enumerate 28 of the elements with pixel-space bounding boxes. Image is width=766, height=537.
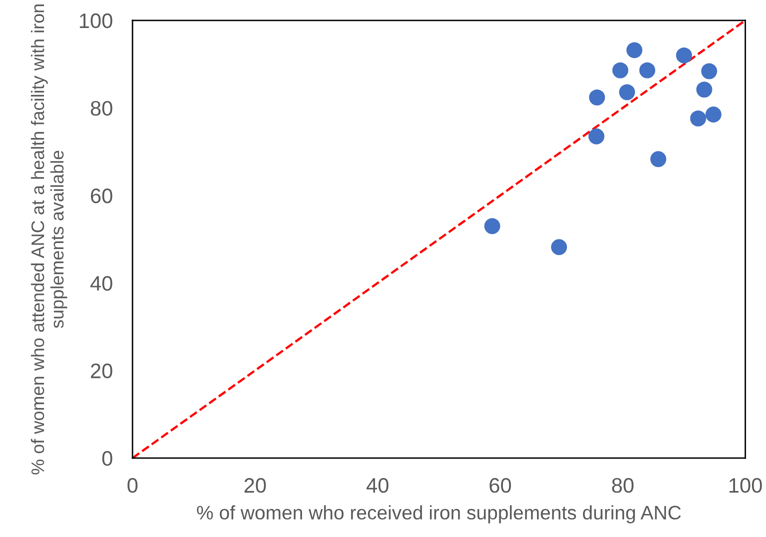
x-tick-label: 60 (490, 478, 511, 493)
point (701, 63, 718, 80)
point (588, 128, 604, 144)
point (619, 84, 636, 100)
y-tick-label: 0 (102, 451, 112, 466)
point (696, 82, 712, 98)
point (484, 218, 500, 234)
point (551, 239, 568, 256)
point (690, 110, 706, 126)
y-tick-label: 80 (90, 100, 112, 116)
y-tick-label: 40 (90, 276, 112, 291)
point (676, 47, 692, 64)
x-tick-label: 0 (128, 478, 138, 493)
point (705, 106, 722, 122)
point (589, 89, 605, 106)
point (639, 62, 656, 78)
point (626, 42, 642, 58)
x-axis-title: % of women who received iron supplements during ANC (196, 505, 681, 524)
point (650, 151, 666, 168)
x-tick-label: 100 (730, 478, 762, 493)
y-tick-label: 60 (90, 188, 112, 204)
x-tick-label: 80 (612, 478, 634, 493)
y-axis-title: % of women who attended ANC at a health facility with iron supplements available (30, 4, 68, 474)
x-tick-label: 20 (244, 478, 266, 493)
y-tick-label: 20 (90, 364, 112, 378)
point (612, 62, 628, 78)
y-tick-label: 100 (80, 13, 112, 28)
x-tick-label: 40 (366, 478, 388, 493)
